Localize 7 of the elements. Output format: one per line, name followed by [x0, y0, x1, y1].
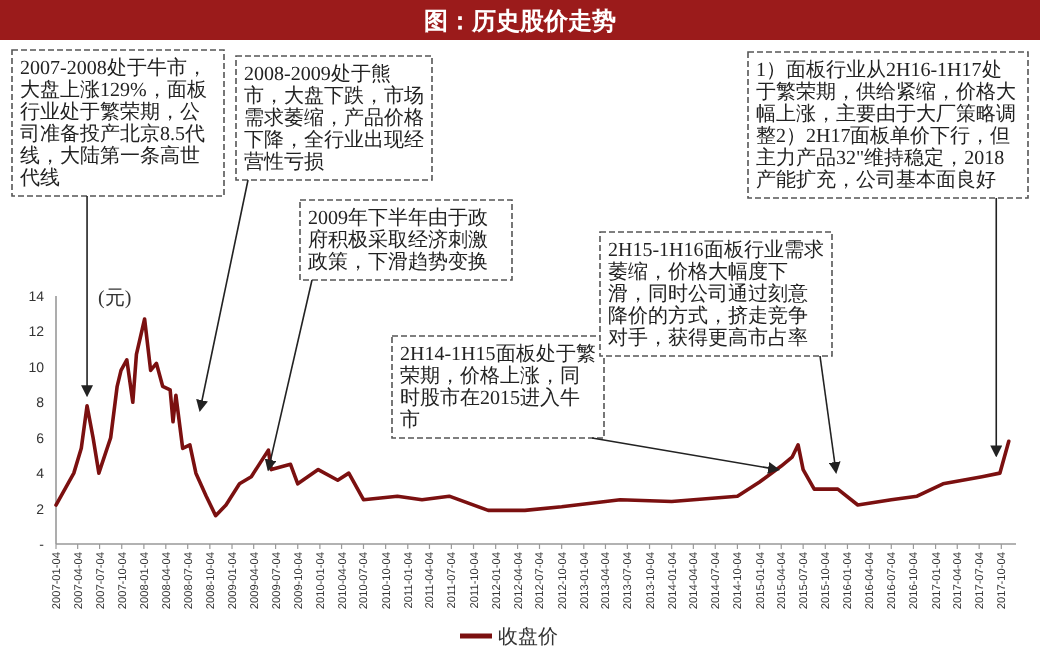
- annotation: 2007-2008处于牛市，大盘上涨129%，面板行业处于繁荣期，公司准备投产北京8.5代线，大陆第一条高世代线: [18, 56, 207, 190]
- chart-title: 图：历史股价走势: [424, 7, 616, 35]
- annotation: 1）面板行业从2H16-1H17处于繁荣期，供给紧缩，价格大幅上涨，主要由于大厂策略调整2）2H17面板单价下行，但主力产品32"维持稳定，2018产能扩充，公司基本面良好: [756, 58, 1016, 192]
- y-axis-title: (元): [98, 288, 132, 310]
- annotation: 2009年下半年由于政府积极采取经济刺激政策，下滑趋势变换: [308, 206, 488, 274]
- legend: 收盘价: [460, 627, 558, 649]
- legend-label: 收盘价: [498, 625, 558, 649]
